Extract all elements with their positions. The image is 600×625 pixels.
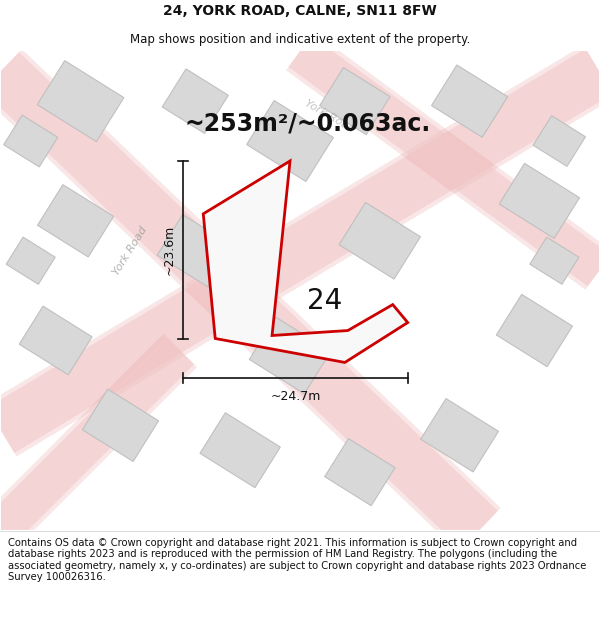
Polygon shape xyxy=(19,306,92,375)
Text: Map shows position and indicative extent of the property.: Map shows position and indicative extent… xyxy=(130,34,470,46)
Polygon shape xyxy=(4,115,58,167)
Polygon shape xyxy=(200,412,280,488)
Text: ~253m²/~0.063ac.: ~253m²/~0.063ac. xyxy=(185,111,431,135)
Polygon shape xyxy=(431,65,508,138)
Polygon shape xyxy=(533,116,586,166)
Polygon shape xyxy=(320,68,390,134)
Polygon shape xyxy=(250,317,331,394)
Text: York Road: York Road xyxy=(304,98,356,134)
Text: Contains OS data © Crown copyright and database right 2021. This information is : Contains OS data © Crown copyright and d… xyxy=(8,538,586,582)
Polygon shape xyxy=(162,69,229,133)
Polygon shape xyxy=(157,214,233,287)
Polygon shape xyxy=(203,161,408,362)
Polygon shape xyxy=(496,294,572,367)
Polygon shape xyxy=(37,61,124,142)
Polygon shape xyxy=(38,184,113,257)
Polygon shape xyxy=(247,101,334,181)
Text: ~23.6m: ~23.6m xyxy=(163,224,176,275)
Polygon shape xyxy=(339,202,421,279)
Text: York Road: York Road xyxy=(112,224,149,277)
Polygon shape xyxy=(530,237,579,284)
Polygon shape xyxy=(325,439,395,506)
Text: ~24.7m: ~24.7m xyxy=(271,390,320,403)
Polygon shape xyxy=(82,389,158,461)
Text: 24, YORK ROAD, CALNE, SN11 8FW: 24, YORK ROAD, CALNE, SN11 8FW xyxy=(163,4,437,18)
Polygon shape xyxy=(499,163,580,238)
Polygon shape xyxy=(6,237,55,284)
Polygon shape xyxy=(421,399,499,472)
Text: 24: 24 xyxy=(307,287,342,315)
